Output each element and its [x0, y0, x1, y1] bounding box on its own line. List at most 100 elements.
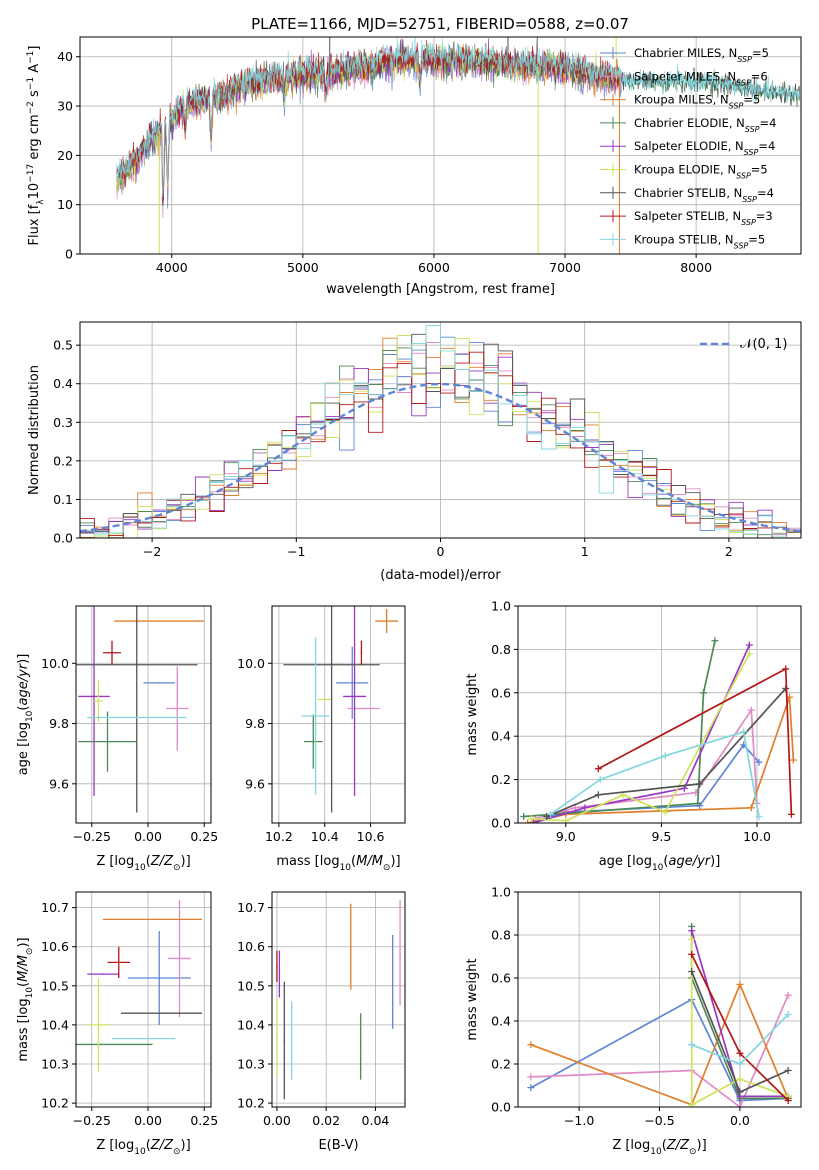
massweight_vs_Z-series-5 — [690, 939, 789, 1107]
age_vs_Z-xtick-label: −0.25 — [73, 829, 111, 844]
age_vs_mass-axes-frame — [271, 605, 406, 824]
massweight_vs_Z-xtick-label: −1.0 — [564, 1113, 594, 1128]
massweight_vs_Z-marker — [688, 950, 696, 958]
histogram-ylabel: Normed distribution — [27, 365, 42, 495]
legend-normal-label: 𝒩(0, 1) — [740, 337, 787, 352]
age_vs_Z-ytick-label: 10.0 — [41, 656, 69, 671]
massweight_vs_age-marker — [740, 728, 748, 736]
massweight_vs_age-marker — [520, 812, 528, 820]
massweight_vs_age-marker — [745, 650, 753, 658]
mass_vs_EBV-point — [290, 1039, 293, 1042]
residuals-ytick-label: 0.2 — [53, 453, 73, 468]
massweight_vs_age-marker — [661, 808, 669, 816]
residuals-xtick-label: −2 — [143, 544, 161, 559]
massweight_vs_Z-series-2 — [530, 982, 789, 1106]
massweight_vs_age-marker — [661, 752, 669, 760]
massweight_vs_Z-marker — [736, 1103, 744, 1107]
massweight_vs_age-marker — [787, 810, 795, 818]
massweight_vs_age-marker — [755, 812, 763, 820]
mass_vs_Z-point — [178, 957, 181, 960]
spectrum-ytick-label: 10 — [57, 197, 73, 212]
massweight_vs_age-axes-frame — [517, 605, 802, 824]
mass_vs_Z-point — [117, 961, 120, 964]
residuals-xtick-label: 1 — [581, 544, 589, 559]
massweight_vs_Z-marker — [527, 1073, 535, 1081]
massweight_vs_age-series-3 — [523, 640, 716, 818]
massweight_vs_Z-marker — [527, 1041, 535, 1049]
massweight_vs_Z-series-1 — [530, 994, 789, 1107]
spectrum-plot-area — [116, 37, 801, 254]
massweight_vs_Z-series-0 — [530, 998, 789, 1102]
residuals-panel: −2 −1 0 1 2 0.0 0.1 0.2 0.3 0.4 0.5 𝒩(0, 1) (data-mo… — [27, 321, 802, 583]
mass_vs_EBV-xlabel: E(B-V) — [318, 1138, 358, 1153]
age_vs_Z-point — [158, 682, 161, 684]
mass_vs_Z-point — [102, 973, 104, 975]
age_vs_mass-panel: 10.2 10.4 10.6 9.6 9.8 10.0 mass [log10(M/M⊙)] — [237, 605, 406, 873]
mass_vs_Z-ytick-label: 10.5 — [41, 978, 69, 993]
mass_vs_EBV-point — [278, 973, 281, 975]
mass_vs_Z-ytick-label: 10.2 — [41, 1096, 69, 1111]
massweight_vs_Z-marker — [736, 1075, 744, 1083]
massweight_vs_Z-marker — [736, 1049, 744, 1057]
massweight_vs_age-marker — [529, 819, 537, 823]
age_vs_Z-point — [106, 740, 109, 743]
massweight_vs_age-xtick-label: 9.0 — [556, 829, 576, 844]
spectrum-ytick-label: 20 — [57, 148, 73, 163]
massweight_vs_age-plot-area — [520, 637, 797, 823]
massweight_vs_age-series-5 — [531, 653, 751, 822]
massweight_vs_age-ytick-label: 0.6 — [491, 685, 511, 700]
massweight_vs_age-marker — [524, 819, 532, 823]
legend-entry: Chabrier STELIB, NSSP=4 — [634, 186, 774, 204]
mass_vs_Z-plot-area — [76, 899, 202, 1072]
massweight_vs_age-marker — [745, 641, 753, 649]
massweight_vs_Z-xtick-label: 0.0 — [730, 1113, 750, 1128]
mass_vs_Z-xtick-label: 0.00 — [134, 1113, 162, 1128]
mass_vs_EBV-xtick-label: 0.04 — [362, 1113, 390, 1128]
massweight_vs_Z-marker — [688, 1101, 696, 1107]
mass_vs_Z-xlabel: Z [log10(Z/Z⊙)] — [96, 1138, 190, 1157]
massweight_vs_age-ytick-label: 1.0 — [491, 599, 511, 614]
massweight_vs_Z-marker — [736, 1060, 744, 1068]
mass_vs_Z-point — [158, 977, 161, 979]
massweight_vs_age-marker — [547, 810, 555, 818]
age_vs_Z-gridlines — [76, 606, 211, 823]
massweight_vs_Z-ylabel: mass weight — [465, 958, 480, 1040]
mass_vs_EBV-point — [391, 981, 394, 983]
figure-title: PLATE=1166, MJD=52751, FIBERID=0588, z=0… — [251, 15, 629, 33]
mass_vs_EBV-ytick-label: 10.5 — [237, 978, 265, 993]
massweight_vs_Z-marker — [688, 927, 696, 935]
mass_vs_EBV-point — [283, 1039, 286, 1042]
age_vs_Z-point — [93, 695, 95, 698]
spectrum-xlabel: wavelength [Angstrom, rest frame] — [326, 282, 555, 297]
age_vs_Z-point — [111, 651, 113, 654]
massweight_vs_age-marker — [789, 756, 797, 764]
massweight_vs_Z-marker — [688, 935, 696, 943]
age_vs_Z-point — [158, 620, 161, 622]
massweight_vs_Z-marker — [688, 1041, 696, 1049]
massweight_vs_age-panel: 9.0 9.5 10.0 0.0 0.2 0.4 0.6 0.8 1.0 age [log10(a… — [465, 599, 802, 873]
mass_vs_EBV-point — [276, 1035, 278, 1038]
mass_vs_EBV-point — [359, 1045, 362, 1048]
massweight_vs_age-series-4 — [533, 644, 751, 823]
massweight_vs_Z-axes-frame — [517, 891, 802, 1108]
age_vs_Z-plot-area — [76, 606, 205, 813]
massweight_vs_Z-marker — [784, 1066, 792, 1074]
age_vs_Z-xlabel: Z [log10(Z/Z⊙)] — [96, 854, 190, 873]
massweight_vs_age-marker — [562, 817, 570, 823]
spectrum-xtick-label: 4000 — [156, 260, 188, 275]
massweight_vs_Z-plot-area — [527, 922, 792, 1107]
age_vs_mass-point — [312, 740, 315, 743]
mass_vs_EBV-ytick-label: 10.2 — [237, 1096, 265, 1111]
mass_vs_EBV-ytick-label: 10.7 — [237, 900, 265, 915]
age_vs_mass-point — [353, 695, 356, 698]
massweight_vs_age-ytick-label: 0.8 — [491, 642, 511, 657]
mass_vs_Z-point — [142, 1037, 145, 1040]
legend-entry: Salpeter STELIB, NSSP=3 — [634, 209, 773, 227]
spectrum-xtick-label: 7000 — [549, 260, 581, 275]
massweight_vs_Z-marker — [784, 991, 792, 999]
massweight_vs_Z-marker — [784, 1011, 792, 1019]
age_vs_mass-point — [351, 682, 354, 684]
massweight_vs_Z-ytick-label: 1.0 — [491, 885, 511, 900]
massweight_vs_age-marker — [747, 804, 755, 812]
